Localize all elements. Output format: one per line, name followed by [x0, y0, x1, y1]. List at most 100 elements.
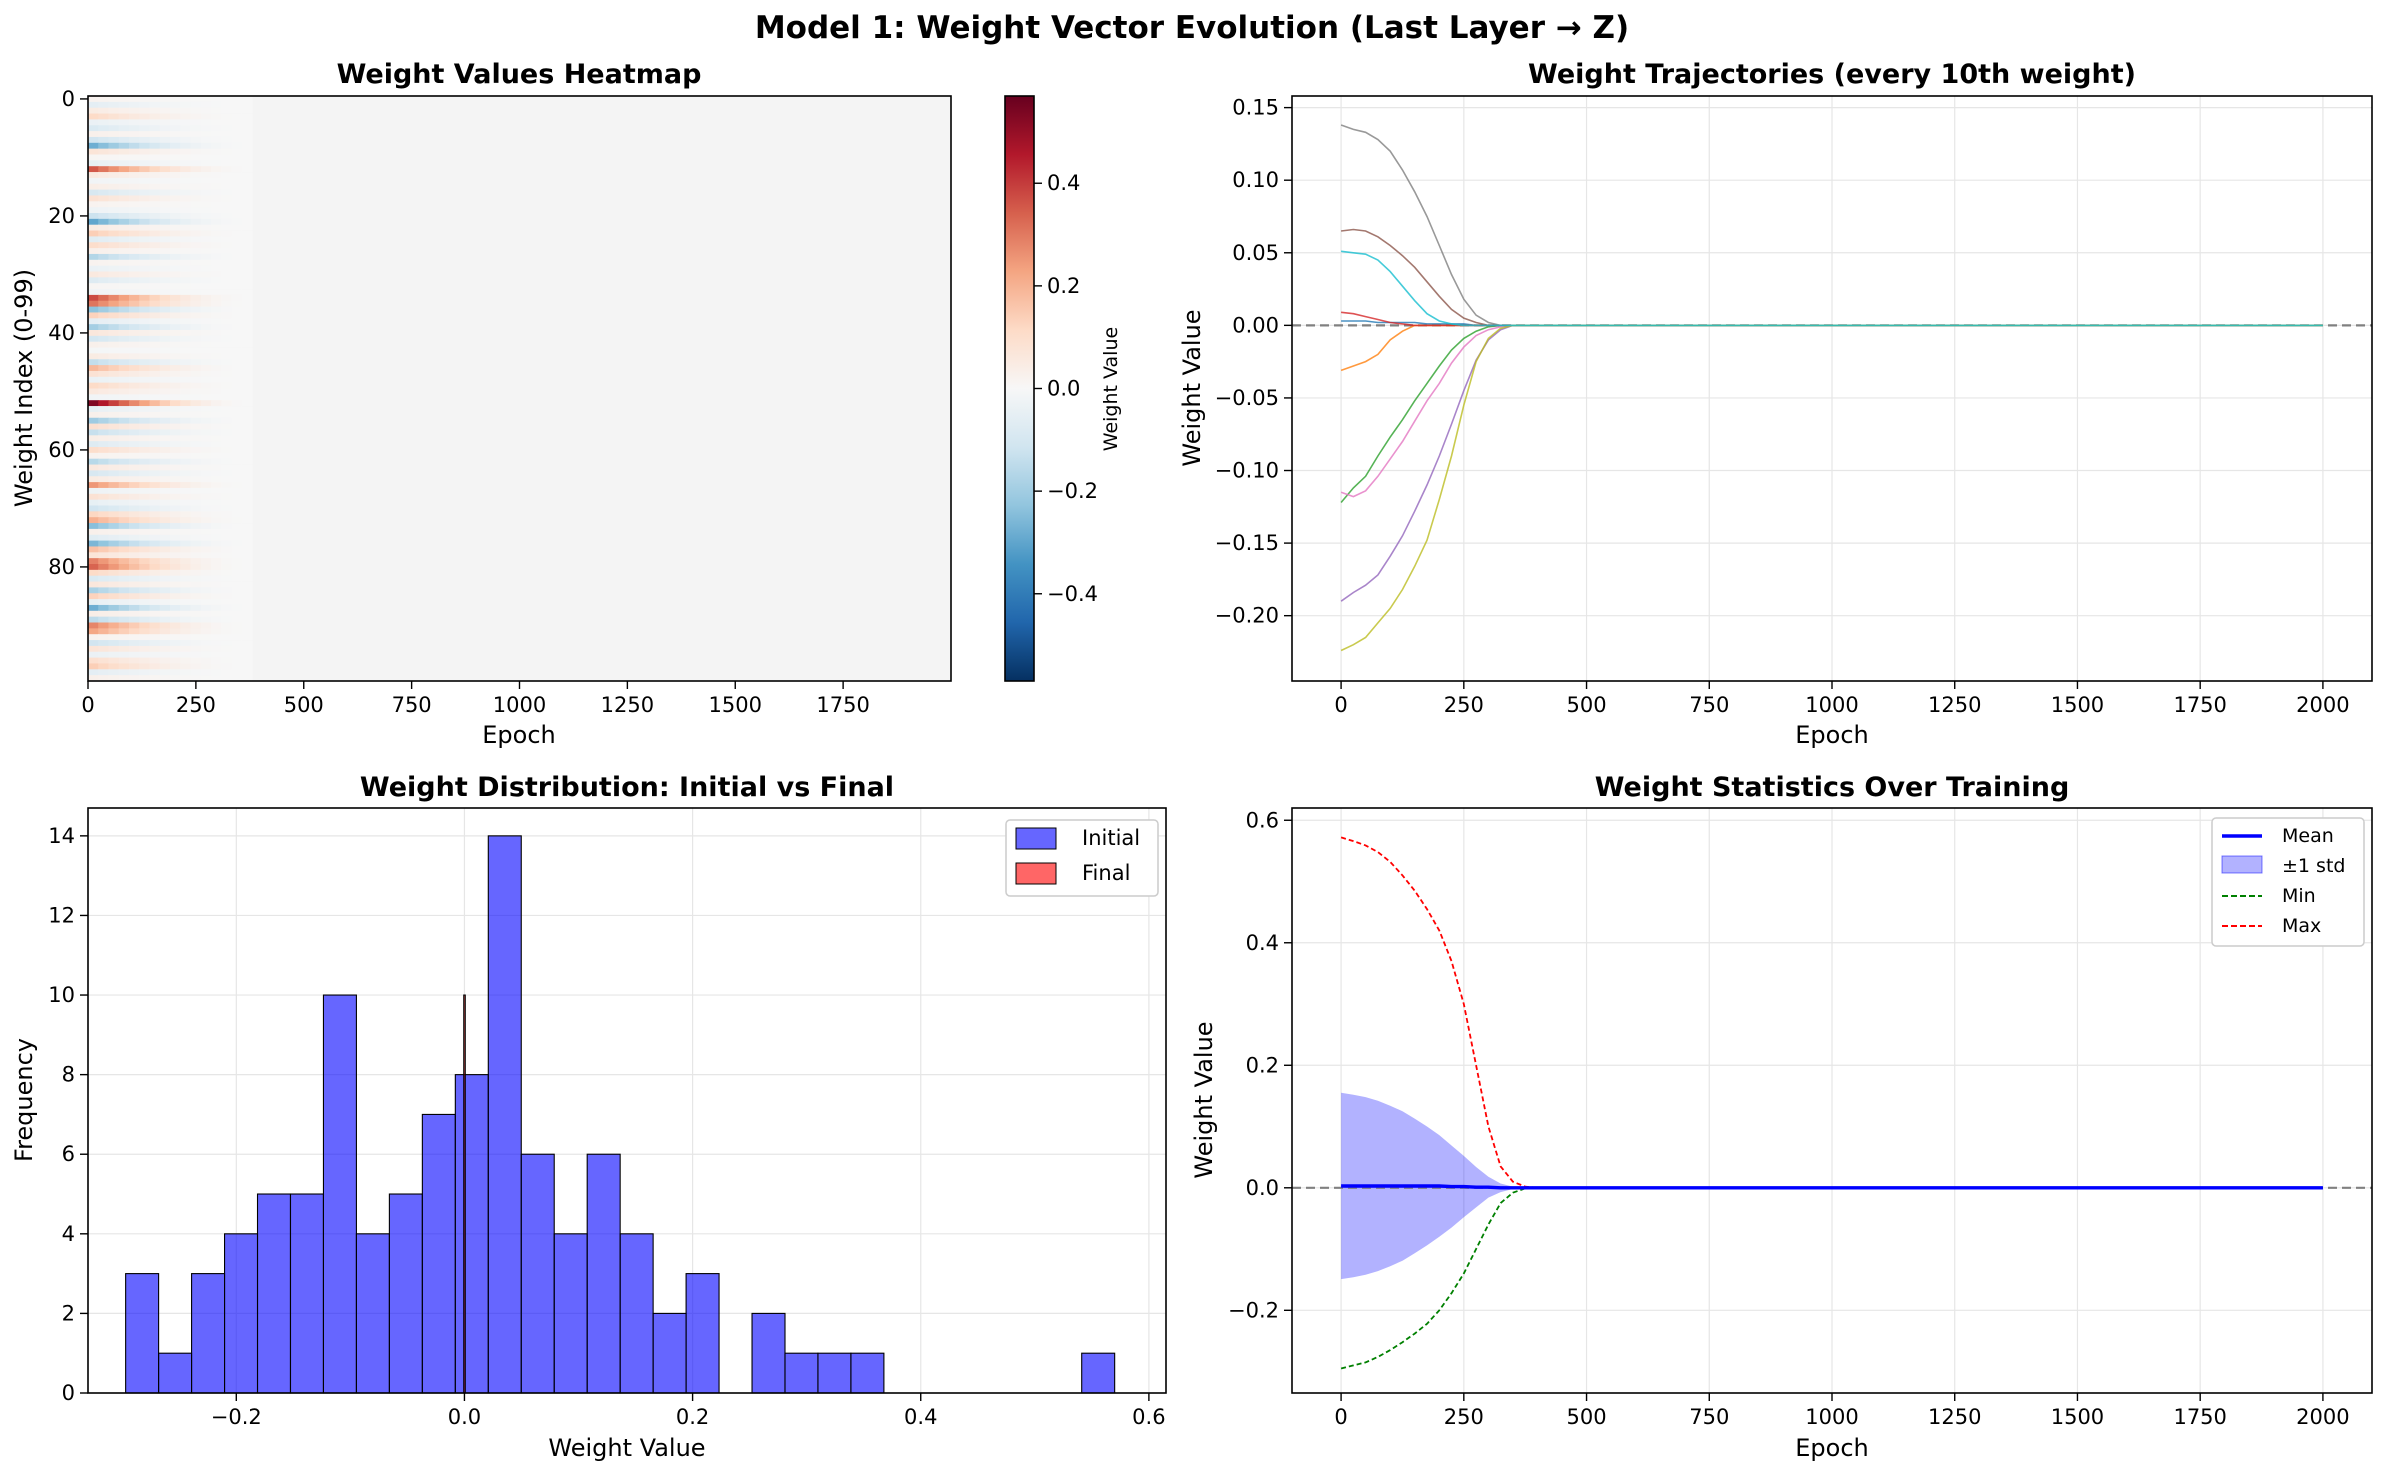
- heatmap-cell: [98, 634, 110, 641]
- heatmap-cell: [118, 517, 130, 524]
- heatmap-cell: [180, 142, 192, 150]
- heatmap-cell: [210, 499, 222, 506]
- heatmap-cell: [221, 540, 233, 547]
- heatmap-cell: [180, 534, 192, 541]
- heatmap-cell: [88, 347, 99, 354]
- heatmap-cell: [139, 230, 151, 237]
- heatmap-cell: [180, 587, 192, 594]
- heatmap-cell: [200, 195, 212, 202]
- heatmap-cell: [180, 277, 192, 284]
- heatmap-cell: [128, 464, 140, 471]
- heatmap-cell: [231, 593, 243, 600]
- heatmap-cell: [221, 675, 233, 682]
- heatmap-cell: [190, 347, 202, 354]
- histogram-bars: [125, 835, 1116, 1394]
- heatmap-cell: [139, 493, 151, 501]
- heatmap-cell: [139, 569, 151, 577]
- heatmap-cell: [221, 435, 233, 442]
- heatmap-cell: [108, 306, 120, 313]
- heatmap-cell: [128, 564, 140, 571]
- heatmap-cell: [231, 482, 243, 489]
- heatmap-cell: [190, 564, 202, 571]
- heatmap-cell: [231, 645, 243, 653]
- heatmap-cell: [128, 341, 140, 348]
- heatmap-cell: [241, 189, 253, 196]
- heatmap-cell: [159, 142, 171, 150]
- heatmap-cell: [241, 277, 253, 284]
- x-tick-label: 500: [1566, 693, 1606, 717]
- heatmap-cell: [180, 218, 192, 226]
- heatmap-cell: [180, 248, 192, 255]
- heatmap-cell: [180, 160, 192, 167]
- heatmap-cell: [180, 493, 192, 501]
- heatmap-cell: [139, 154, 151, 161]
- heatmap-cell: [190, 201, 202, 208]
- trajectories-lines: [1292, 124, 2372, 652]
- heatmap-cell: [149, 96, 161, 103]
- heatmap-cell: [128, 400, 140, 407]
- heatmap-cell: [231, 394, 243, 401]
- heatmap-cell: [210, 253, 222, 261]
- heatmap-cell: [98, 347, 110, 354]
- statistics-panel: Weight Statistics Over Training 0 250 500 7…: [1190, 772, 2373, 1462]
- heatmap-cell: [169, 136, 181, 144]
- heatmap-cell: [118, 213, 130, 220]
- heatmap-cell: [98, 587, 110, 594]
- heatmap-cell: [128, 616, 140, 623]
- heatmap-cell: [210, 136, 222, 144]
- heatmap-cell: [149, 125, 161, 132]
- heatmap-cell: [88, 470, 99, 477]
- heatmap-cell: [241, 546, 253, 553]
- heatmap-cell: [169, 318, 181, 325]
- heatmap-cell: [241, 400, 253, 407]
- heatmap-cell: [200, 370, 212, 378]
- heatmap-cell: [159, 610, 171, 618]
- heatmap-cell: [200, 271, 212, 278]
- heatmap-cell: [118, 452, 130, 460]
- x-tick-label: 750: [392, 693, 432, 717]
- heatmap-cell: [231, 335, 243, 343]
- heatmap-cell: [190, 166, 202, 173]
- x-tick-label: 0: [1334, 1405, 1347, 1429]
- heatmap-cell: [159, 511, 171, 518]
- heatmap-cell: [180, 136, 192, 144]
- heatmap-cell: [180, 663, 192, 670]
- heatmap-cell: [98, 546, 110, 553]
- heatmap-cell: [241, 499, 253, 506]
- heatmap-cell: [128, 610, 140, 618]
- heatmap-cell: [149, 207, 161, 214]
- heatmap-cell: [231, 136, 243, 144]
- heatmap-cell: [149, 253, 161, 261]
- heatmap-cell: [118, 464, 130, 471]
- heatmap-cell: [210, 224, 222, 231]
- heatmap-cell: [98, 552, 110, 559]
- heatmap-cell: [118, 172, 130, 179]
- heatmap-cell: [200, 248, 212, 255]
- heatmap-cell: [88, 546, 99, 553]
- heatmap-cell: [221, 581, 233, 588]
- heatmap-cell: [180, 201, 192, 208]
- heatmap-cell: [128, 172, 140, 179]
- heatmap-cell: [169, 271, 181, 278]
- heatmap-cell: [149, 622, 161, 629]
- heatmap-cell: [221, 242, 233, 249]
- heatmap-cell: [118, 224, 130, 231]
- heatmap-cell: [180, 675, 192, 682]
- heatmap-cell: [169, 335, 181, 343]
- heatmap-cell: [159, 429, 171, 436]
- heatmap-cell: [159, 423, 171, 430]
- heatmap-cell: [221, 236, 233, 243]
- heatmap-cell: [139, 564, 151, 571]
- heatmap-cell: [149, 452, 161, 460]
- heatmap-cell: [98, 669, 110, 676]
- heatmap-cell: [149, 265, 161, 272]
- heatmap-cell: [221, 610, 233, 618]
- heatmap-cell: [108, 651, 120, 658]
- heatmap-cell: [88, 388, 99, 395]
- heatmap-cell: [149, 675, 161, 682]
- heatmap-cell: [88, 482, 99, 489]
- heatmap-cell: [231, 651, 243, 658]
- heatmap-cell: [210, 218, 222, 226]
- heatmap-cell: [118, 435, 130, 442]
- heatmap-cell: [98, 523, 110, 530]
